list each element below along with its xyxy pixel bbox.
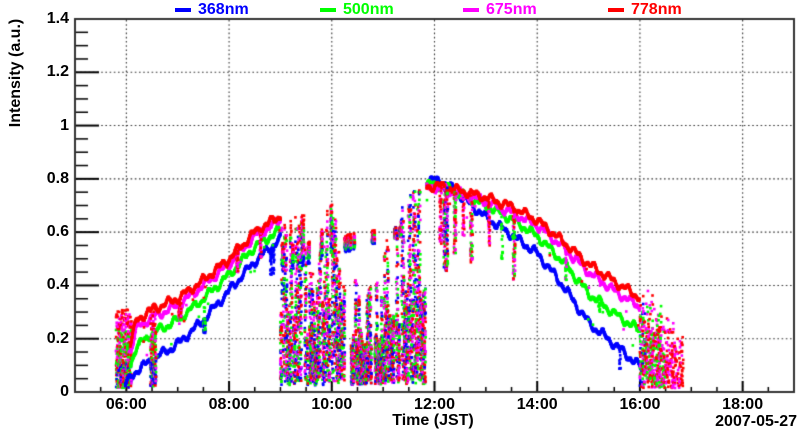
legend-entry-675nm: 675nm xyxy=(463,1,537,19)
x-tick-label: 08:00 xyxy=(208,396,250,413)
legend-marker xyxy=(320,8,336,12)
legend-marker xyxy=(608,8,624,12)
legend-label: 500nm xyxy=(343,1,394,18)
y-tick-label: 0.2 xyxy=(46,329,69,347)
x-tick-label: 06:00 xyxy=(105,396,147,413)
y-tick-label: 1.4 xyxy=(46,10,69,27)
legend-entry-778nm: 778nm xyxy=(608,1,682,19)
legend-entry-500nm: 500nm xyxy=(320,1,394,19)
x-tick-label: 18:00 xyxy=(722,396,764,413)
legend-label: 778nm xyxy=(631,1,682,18)
legend-marker xyxy=(463,8,479,12)
legend-entry-368nm: 368nm xyxy=(175,1,249,19)
y-tick-label: 1.2 xyxy=(46,63,69,81)
legend-marker xyxy=(175,8,191,12)
legend-label: 675nm xyxy=(486,1,537,18)
y-tick-label: 0.6 xyxy=(46,223,69,241)
x-axis-title: Time (JST) xyxy=(392,412,474,429)
x-tick-label: 16:00 xyxy=(619,396,661,413)
y-tick-label: 1 xyxy=(60,116,69,134)
y-tick-label: 0 xyxy=(60,383,69,400)
legend-label: 368nm xyxy=(198,1,249,18)
legend: 368nm 500nm 675nm 778nm xyxy=(0,0,800,20)
y-tick-label: 0.8 xyxy=(46,169,69,187)
y-tick-label: 0.4 xyxy=(46,276,69,294)
x-tick-label: 10:00 xyxy=(311,396,353,413)
x-tick-label: 12:00 xyxy=(414,396,455,413)
date-label: 2007-05-27 xyxy=(715,413,797,430)
x-tick-label: 14:00 xyxy=(516,396,558,413)
